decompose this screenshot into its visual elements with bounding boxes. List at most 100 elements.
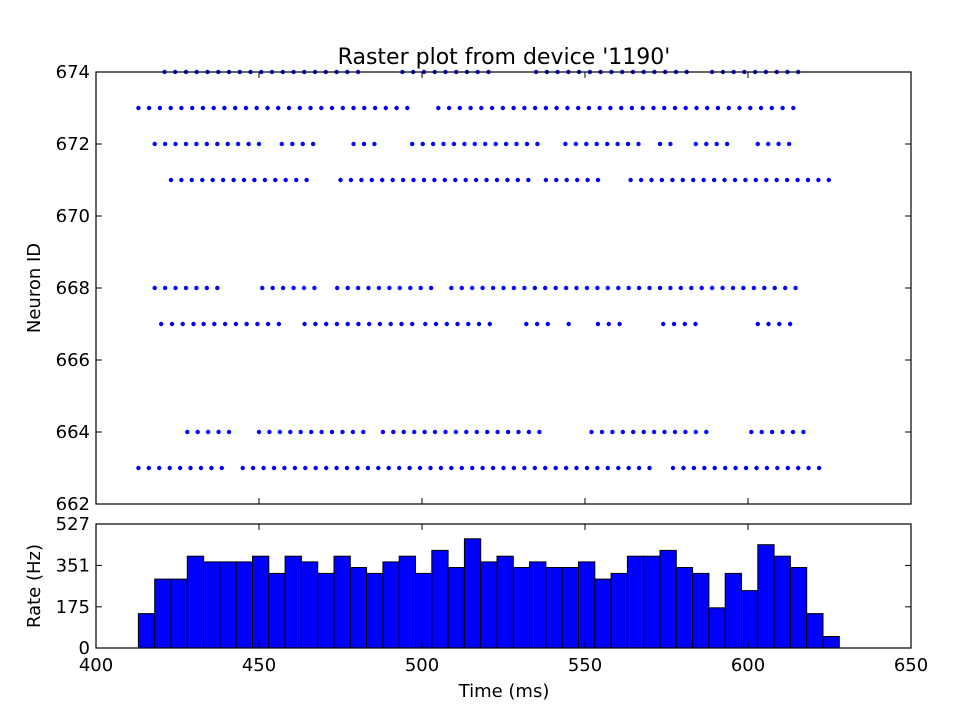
rate-bar [545,567,563,649]
spike-dot [376,285,382,291]
spike-dot [244,321,249,327]
spike-dot [334,465,339,471]
rate-bar [252,555,270,649]
spike-dot [233,321,239,327]
spike-dot [265,321,271,327]
spike-dot [595,321,601,327]
spike-dot [198,465,204,471]
spike-dot [410,321,415,327]
spike-dot [806,465,811,471]
spike-dot [432,177,437,183]
y-tick-label: 674 [56,62,90,83]
spike-dot [605,141,610,147]
spike-dot [626,285,631,291]
spike-dot [522,285,527,291]
spike-dot [204,141,209,147]
spike-dot [594,141,599,147]
spike-dot [522,465,527,471]
rate-bar [366,572,384,649]
rate-bar [235,561,253,649]
spike-dot [751,285,757,291]
spike-dot [162,285,168,291]
spike-dot [194,285,199,291]
spike-dot [226,429,232,435]
spike-dot [714,141,719,147]
spike-dot [441,141,446,147]
spike-dot [359,177,364,183]
spike-dot [433,321,439,327]
spike-dot [672,105,678,111]
x-tick-label: 500 [405,655,439,676]
spike-dot [574,285,579,291]
spike-dot [545,321,550,327]
spike-dot [387,285,392,291]
spike-dot [748,105,753,111]
spike-dot [280,285,286,291]
spike-dot [776,141,781,147]
spike-dot [209,465,214,471]
spike-dot [689,285,694,291]
y-tick-label: 0 [79,638,90,659]
spike-dot [451,141,457,147]
spike-dot [657,141,663,147]
raster-panel: 662 664 666 668 670 672 674 Neuron ID [24,62,912,515]
spike-dot [640,105,645,111]
spike-dot [566,321,571,327]
spike-dot [647,285,652,291]
y-tick-label: 662 [56,494,90,515]
spike-dot [543,105,549,111]
spike-dot [662,105,667,111]
spike-dot [501,465,506,471]
raster-y-axis-label: Neuron ID [24,243,45,333]
spike-dot [220,177,226,183]
spike-dot [255,321,260,327]
spike-dot [678,285,683,291]
spike-dot [205,429,211,435]
spike-dot [764,177,769,183]
spike-dot [610,429,615,435]
rate-bar [757,544,775,649]
spike-dot [766,321,771,327]
spike-dot [446,105,452,111]
spike-dot [755,141,760,147]
spike-dot [563,285,569,291]
spike-dot [397,285,402,291]
rate-bar [741,590,759,649]
x-axis-label: Time (ms) [458,681,550,702]
spike-dot [376,465,381,471]
spike-dot [303,465,308,471]
spike-dot [455,321,460,327]
spike-dot [261,465,266,471]
spike-dot [586,105,592,111]
spike-dot [485,429,490,435]
spike-dot [693,141,698,147]
spike-dot [136,465,141,471]
spike-dot [791,105,796,111]
x-tick-label: 600 [731,655,765,676]
spike-dot [401,429,406,435]
spike-dot [522,105,527,111]
spike-dot [553,465,558,471]
rate-bar [415,572,433,649]
spike-dot [356,321,361,327]
spike-dot [173,285,178,291]
rate-bar [708,607,726,649]
spike-dot [585,177,590,183]
spike-dot [256,141,262,147]
spike-dot [732,177,738,183]
spike-dot [420,141,425,147]
spike-dot [308,105,313,111]
spike-dot [701,177,706,183]
spike-dot [444,321,449,327]
spike-dot [659,177,665,183]
spike-dot [250,465,256,471]
spike-dot [754,465,759,471]
spike-dot [177,465,183,471]
spike-dot [480,465,485,471]
spike-dot [179,105,184,111]
spike-dot [554,177,559,183]
spike-dot [380,177,385,183]
spike-dot [584,285,590,291]
rate-bar [284,555,302,649]
spike-dot [159,321,164,327]
